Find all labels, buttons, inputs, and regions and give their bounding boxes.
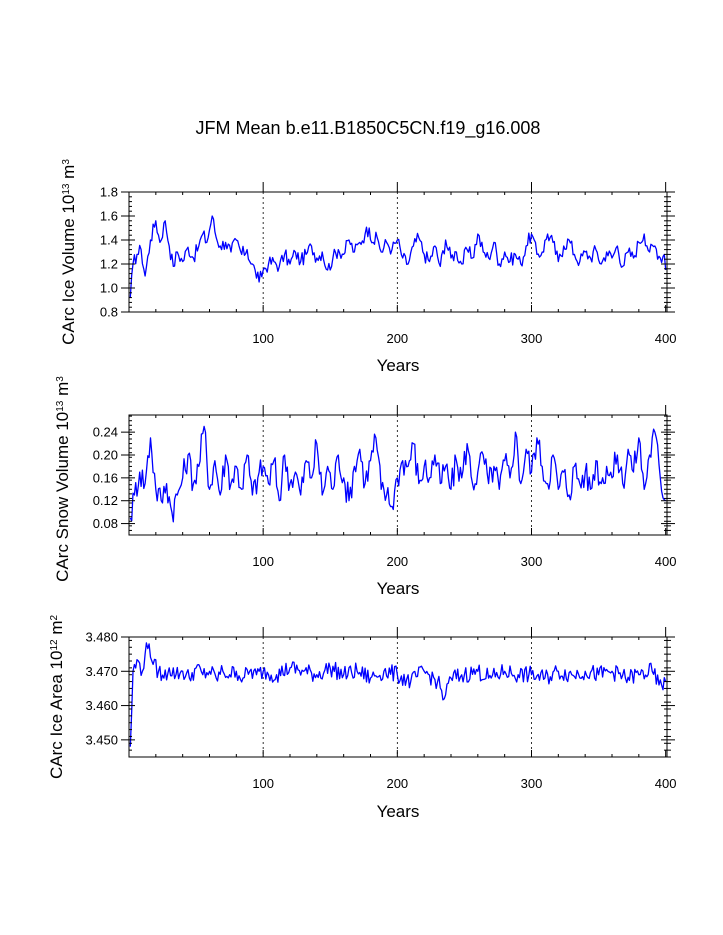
x-axis-label: Years: [377, 579, 420, 598]
x-tick-label: 400: [655, 776, 677, 791]
y-axis-label-main: CArc Ice Volume 10: [59, 195, 78, 345]
series-line: [129, 215, 667, 298]
series-line: [129, 642, 667, 747]
panel-snow-volume: CArc Snow Volume 1013 m3 Years 100 200 300…: [53, 376, 677, 598]
panel-ice-volume: CArc Ice Volume 1013 m3 Years 100 200 300 4…: [59, 159, 677, 375]
y-axis-label: CArc Ice Area 1012 m2: [47, 615, 66, 780]
y-tick-label: 3.470: [85, 664, 118, 679]
y-axis-label-main: CArc Ice Area 10: [47, 651, 66, 780]
svg-text:CArc Ice Area 1012 m2: CArc Ice Area 1012 m2: [47, 615, 66, 780]
x-tick-label: 300: [521, 331, 543, 346]
y-tick-label: 3.450: [85, 732, 118, 747]
y-tick-label: 1.0: [100, 281, 118, 296]
y-axis-label-unit-exponent: 3: [61, 159, 72, 165]
x-tick-label: 200: [386, 554, 408, 569]
x-tick-label: 300: [521, 776, 543, 791]
x-tick-label: 100: [252, 331, 274, 346]
x-tick-label: 400: [655, 554, 677, 569]
x-axis-label: Years: [377, 356, 420, 375]
plot-frame: [128, 636, 668, 758]
svg-text:CArc Ice Volume 1013 m3: CArc Ice Volume 1013 m3: [59, 159, 78, 345]
y-tick-label: 0.20: [93, 448, 118, 463]
y-tick-label: 1.2: [100, 257, 118, 272]
x-tick-label: 400: [655, 331, 677, 346]
y-axis-label-unit: m: [47, 621, 66, 640]
y-axis-label-exponent: 13: [61, 183, 72, 195]
plot-frame: [128, 414, 668, 536]
y-axis-label-unit-exponent: 2: [49, 615, 60, 621]
y-tick-label: 0.12: [93, 493, 118, 508]
plot-frame: [128, 191, 668, 313]
y-tick-label: 3.480: [85, 630, 118, 645]
y-axis-label-main: CArc Snow Volume 10: [53, 412, 72, 582]
y-tick-label: 3.460: [85, 698, 118, 713]
y-axis-label-unit: m: [59, 165, 78, 184]
x-tick-label: 300: [521, 554, 543, 569]
svg-text:CArc Snow Volume 1013 m3: CArc Snow Volume 1013 m3: [53, 376, 72, 582]
y-tick-label: 1.8: [100, 185, 118, 200]
y-tick-label: 0.24: [93, 425, 118, 440]
figure-title: JFM Mean b.e11.B1850C5CN.f19_g16.008: [196, 118, 541, 139]
y-tick-label: 1.4: [100, 233, 118, 248]
series-line: [129, 425, 667, 523]
y-tick-label: 0.16: [93, 470, 118, 485]
y-axis-label: CArc Snow Volume 1013 m3: [53, 376, 72, 582]
x-tick-label: 100: [252, 554, 274, 569]
y-tick-label: 0.08: [93, 516, 118, 531]
y-tick-label: 1.6: [100, 209, 118, 224]
y-tick-label: 0.8: [100, 305, 118, 320]
y-axis-label-exponent: 12: [49, 639, 60, 651]
panel-ice-area: CArc Ice Area 1012 m2 Years 100 200 300 400…: [47, 615, 677, 821]
y-axis-label: CArc Ice Volume 1013 m3: [59, 159, 78, 345]
y-axis-label-unit-exponent: 3: [55, 376, 66, 382]
y-axis-label-exponent: 13: [55, 400, 66, 412]
x-tick-label: 200: [386, 776, 408, 791]
x-tick-label: 100: [252, 776, 274, 791]
x-axis-label: Years: [377, 802, 420, 821]
y-axis-label-unit: m: [53, 382, 72, 401]
x-tick-label: 200: [386, 331, 408, 346]
